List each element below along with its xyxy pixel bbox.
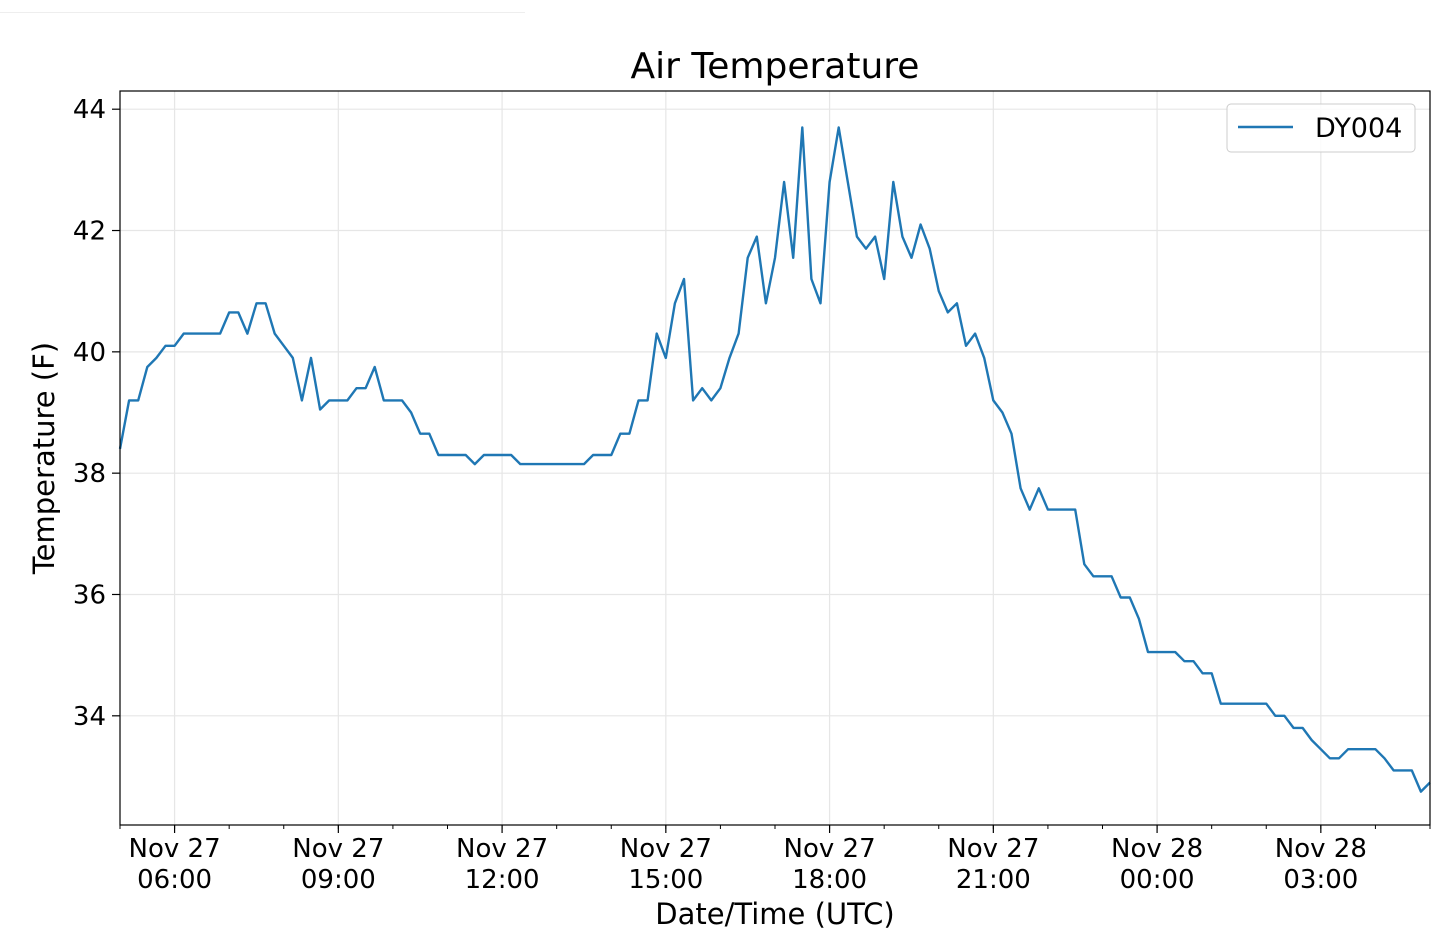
series-line-dy004 [118,126,1431,793]
x-tick-label-date: Nov 27 [947,834,1039,864]
x-tick-label-time: 03:00 [1283,865,1358,895]
x-tick-label-date: Nov 28 [1111,834,1203,864]
legend-label-dy004: DY004 [1315,113,1402,144]
x-tick-label-time: 12:00 [465,865,540,895]
x-tick-label-time: 18:00 [792,865,867,895]
y-tick-label: 40 [73,338,106,368]
legend: DY004 [1226,103,1416,153]
x-tick-label-date: Nov 27 [784,834,876,864]
x-tick-label-time: 06:00 [137,865,212,895]
y-tick-label: 36 [73,580,106,610]
y-tick-label: 44 [73,95,106,125]
series-layer [118,126,1431,793]
x-tick-label-time: 09:00 [301,865,376,895]
y-axis: 34 36 38 40 42 44 [73,95,120,732]
y-axis-label: Temperature (F) [27,342,61,575]
plot-frame [119,90,1431,826]
x-tick-label-date: Nov 27 [292,834,384,864]
y-tick-label: 34 [73,702,106,732]
x-tick-label-date: Nov 28 [1275,834,1367,864]
x-tick-label-time: 15:00 [628,865,703,895]
chart-title: Air Temperature [631,46,920,87]
top-edge-strip [0,0,525,13]
y-tick-label: 42 [73,217,106,247]
grid-lines [120,91,1430,825]
x-tick-label-time: 21:00 [956,865,1031,895]
x-axis-label: Date/Time (UTC) [655,897,894,931]
legend-box [1226,103,1416,153]
y-tick-label: 38 [73,459,106,489]
x-tick-label-time: 00:00 [1120,865,1195,895]
x-tick-label-date: Nov 27 [456,834,548,864]
x-tick-label-date: Nov 27 [129,834,221,864]
x-tick-label-date: Nov 27 [620,834,712,864]
